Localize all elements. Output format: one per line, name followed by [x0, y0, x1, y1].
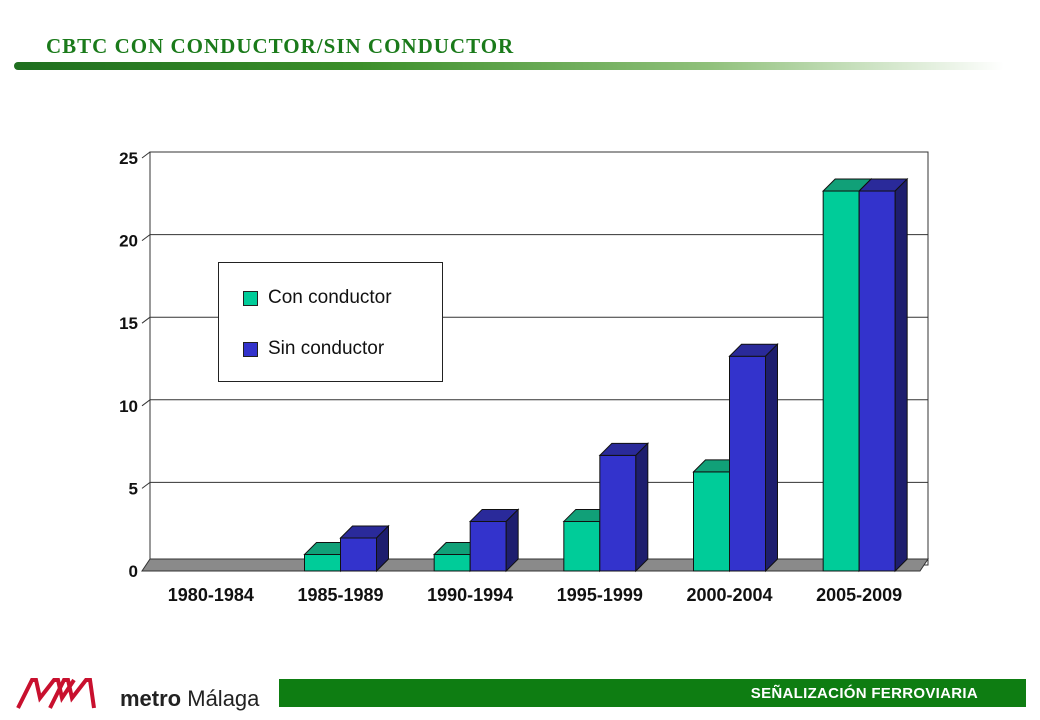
bar-side-face — [635, 442, 649, 573]
legend-item-con-conductor: Con conductor — [243, 287, 392, 309]
bar-side-face — [376, 524, 389, 573]
logo-word-metro: metro — [120, 686, 182, 711]
y-tick-mark — [141, 316, 151, 324]
y-tick-label: 0 — [129, 562, 138, 581]
y-tick-mark — [141, 234, 151, 241]
x-tick-label: 1990-1994 — [427, 585, 513, 605]
bar-sin-conductor — [469, 520, 507, 572]
legend-item-sin-conductor: Sin conductor — [243, 338, 384, 360]
title-underline — [14, 62, 1004, 70]
metro-logo-icon — [16, 678, 96, 709]
bar-sin-conductor — [340, 537, 377, 572]
y-tick-mark — [141, 481, 151, 489]
bar-side-face — [505, 508, 519, 573]
x-tick-label: 2005-2009 — [816, 585, 902, 605]
chart-legend: Con conductor Sin conductor — [218, 262, 443, 382]
legend-label-con-conductor: Con conductor — [268, 287, 392, 308]
legend-label-sin-conductor: Sin conductor — [268, 338, 385, 359]
x-tick-label: 1995-1999 — [557, 585, 643, 605]
y-tick-label: 15 — [119, 314, 138, 333]
footer-bar: SEÑALIZACIÓN FERROVIARIA — [279, 679, 1026, 707]
bar-sin-conductor — [729, 355, 766, 572]
y-tick-mark — [141, 399, 151, 407]
metro-malaga-logo: metro Málaga — [14, 676, 264, 712]
x-tick-label: 2000-2004 — [686, 585, 772, 605]
y-tick-label: 10 — [119, 397, 138, 416]
bar-side-face — [765, 343, 778, 573]
bar-con-conductor — [693, 471, 730, 572]
x-tick-label: 1985-1989 — [297, 585, 383, 605]
footer-section-label: SEÑALIZACIÓN FERROVIARIA — [750, 685, 978, 702]
bar-con-conductor — [304, 553, 341, 572]
bar-con-conductor — [433, 553, 471, 572]
bar-con-conductor — [822, 190, 860, 572]
logo-wordmark: metro Málaga — [120, 686, 259, 712]
legend-swatch-con-conductor — [243, 290, 258, 306]
bar-con-conductor — [563, 520, 601, 572]
x-tick-label: 1980-1984 — [168, 585, 254, 605]
y-tick-label: 25 — [119, 149, 138, 168]
bar-side-face — [894, 177, 908, 573]
bar-sin-conductor — [599, 454, 637, 572]
y-tick-label: 5 — [129, 479, 138, 498]
y-tick-label: 20 — [119, 232, 138, 251]
logo-word-malaga: Málaga — [187, 686, 260, 711]
slide-title: CBTC CON CONDUCTOR/SIN CONDUCTOR — [46, 34, 515, 58]
bar-sin-conductor — [858, 190, 896, 572]
y-tick-mark — [141, 151, 151, 159]
legend-swatch-sin-conductor — [243, 341, 258, 357]
chart-floor — [141, 558, 929, 572]
